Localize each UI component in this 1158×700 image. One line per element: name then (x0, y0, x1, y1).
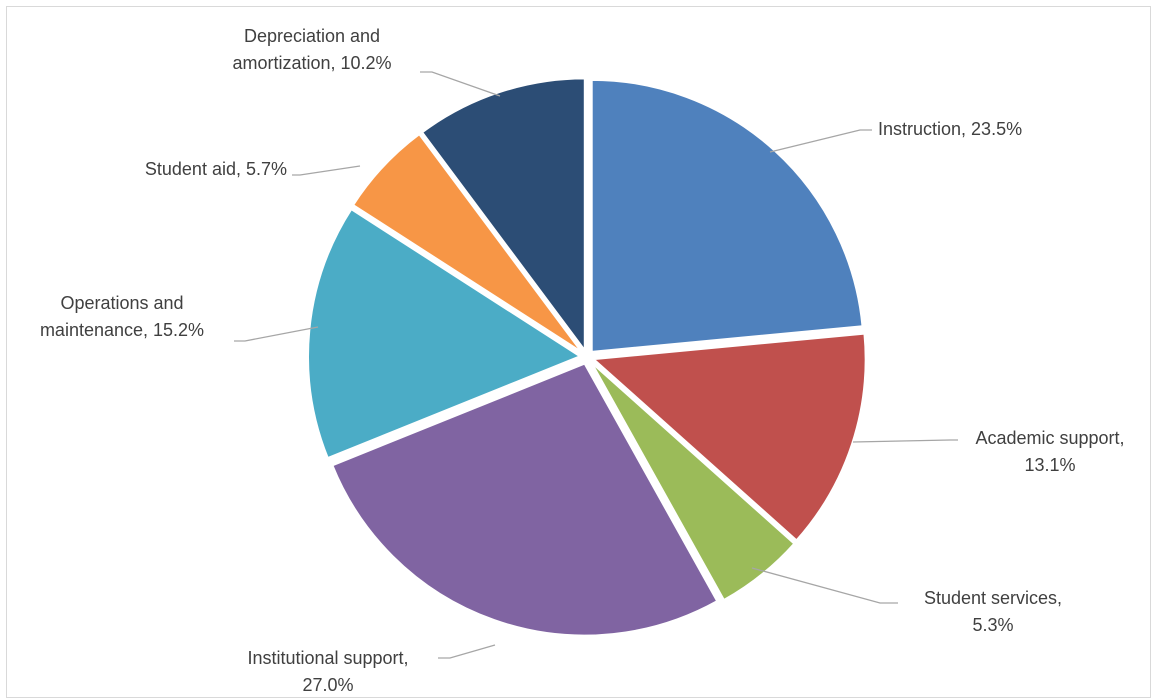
leader-line (420, 71, 501, 97)
pie-slice-institutional-support (331, 362, 719, 637)
leader-line (438, 644, 496, 659)
pie-slice-operations-and-maintenance (307, 207, 583, 460)
leader-line (292, 165, 361, 176)
leader-line (751, 567, 898, 604)
pie-slice-academic-support (591, 332, 867, 542)
pie-slice-student-services (590, 361, 796, 602)
pie-slice-student-aid (351, 132, 583, 354)
data-label: Student services, 5.3% (924, 588, 1062, 635)
pie-slices (307, 77, 867, 637)
data-labels: Instruction, 23.5% Academic support, 13.1%… (40, 26, 1125, 695)
data-label: Depreciation and amortization, 10.2% (232, 26, 391, 73)
leader-line (234, 326, 319, 342)
pie-slice-depreciation-and-amortization (420, 77, 586, 354)
data-label: Student aid, 5.7% (145, 159, 287, 179)
data-label: Instruction, 23.5% (878, 119, 1022, 139)
leader-line (852, 439, 958, 443)
pie-slice-instruction (590, 78, 864, 353)
leader-line (769, 129, 872, 153)
leader-lines (234, 71, 958, 659)
data-label: Institutional support, 27.0% (247, 648, 408, 695)
data-label: Operations and maintenance, 15.2% (40, 293, 204, 340)
data-label: Academic support, 13.1% (975, 428, 1124, 475)
